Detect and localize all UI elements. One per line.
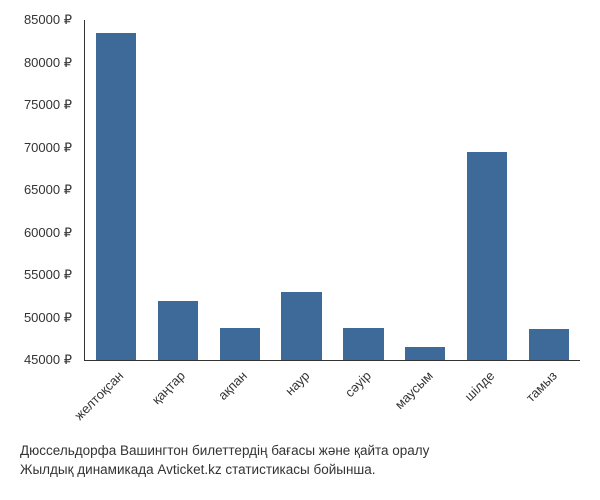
bar: [529, 329, 569, 360]
bar: [467, 152, 507, 360]
chart-caption: Дюссельдорфа Вашингтон билеттердің бағас…: [20, 442, 580, 480]
x-tick-label: тамыз: [523, 368, 560, 405]
y-axis-line: [84, 20, 85, 361]
x-tick-label: ақпан: [215, 368, 250, 403]
x-tick-label: шілде: [462, 368, 498, 404]
x-tick-label: желтоқсан: [72, 368, 127, 423]
y-tick-label: 45000 ₽: [24, 352, 72, 368]
bar: [158, 301, 198, 361]
bar: [281, 292, 321, 360]
chart-plot-area: 45000 ₽50000 ₽55000 ₽60000 ₽65000 ₽70000…: [85, 20, 580, 360]
bar: [220, 328, 260, 360]
bars-group: [85, 20, 580, 360]
y-tick-label: 75000 ₽: [24, 97, 72, 113]
x-tick-label: сәуір: [342, 368, 374, 400]
bar: [96, 33, 136, 360]
y-tick-label: 70000 ₽: [24, 140, 72, 156]
y-tick-label: 60000 ₽: [24, 225, 72, 241]
y-tick-label: 85000 ₽: [24, 12, 72, 28]
x-tick-label: маусым: [392, 368, 436, 412]
caption-line-2: Жылдық динамикада Avticket.kz статистика…: [20, 461, 580, 480]
x-axis: желтоқсанқаңтарақпаннаурсәуірмаусымшілде…: [85, 360, 580, 450]
x-tick-label: наур: [282, 368, 312, 398]
y-tick-label: 55000 ₽: [24, 267, 72, 283]
y-tick-label: 50000 ₽: [24, 310, 72, 326]
x-tick-label: қаңтар: [149, 368, 188, 407]
y-axis: 45000 ₽50000 ₽55000 ₽60000 ₽65000 ₽70000…: [0, 20, 80, 360]
bar: [405, 347, 445, 360]
y-tick-label: 65000 ₽: [24, 182, 72, 198]
caption-line-1: Дюссельдорфа Вашингтон билеттердің бағас…: [20, 442, 580, 461]
bar: [343, 328, 383, 360]
y-tick-label: 80000 ₽: [24, 55, 72, 71]
